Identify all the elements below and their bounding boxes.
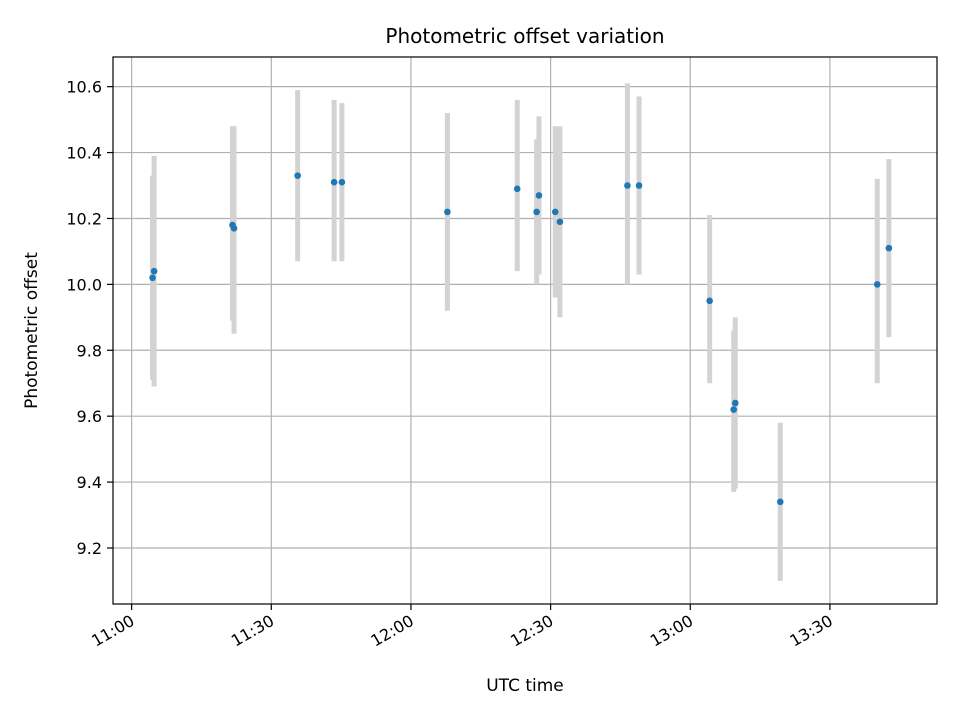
y-tick-label: 10.2 [66, 209, 102, 228]
y-tick-label: 9.4 [77, 473, 102, 492]
data-point [706, 297, 713, 305]
data-point [330, 178, 338, 186]
y-tick-label: 9.8 [77, 341, 102, 360]
data-point [513, 185, 521, 193]
data-point [338, 178, 346, 186]
y-axis-title: Photometric offset [22, 252, 42, 409]
y-tick-label: 10.4 [66, 144, 102, 163]
y-tick-label: 9.6 [77, 407, 102, 426]
data-point [551, 208, 559, 216]
data-point [294, 172, 301, 179]
data-points [149, 172, 893, 506]
y-tick-label: 10.0 [66, 275, 102, 294]
x-axis-title: UTC time [486, 676, 564, 696]
data-point [635, 182, 643, 189]
data-point [731, 399, 739, 407]
y-tick-label: 10.6 [66, 78, 102, 97]
data-point [776, 498, 784, 506]
data-point [149, 274, 156, 282]
data-point [885, 244, 893, 252]
data-point [624, 182, 631, 189]
y-tick-label: 9.2 [77, 539, 102, 558]
plot-area-frame [112, 56, 938, 605]
data-point [730, 406, 738, 413]
data-point [533, 208, 540, 216]
data-point [535, 192, 543, 199]
data-point [444, 208, 451, 216]
data-point [873, 281, 881, 288]
data-point [150, 267, 158, 275]
data-point [556, 218, 564, 226]
grid-lines [113, 57, 937, 604]
data-point [230, 225, 238, 232]
y-axis-ticks: 9.2 9.4 9.6 9.8 10.0 10.2 10.4 10.6 [66, 78, 113, 558]
chart-title: Photometric offset variation [385, 24, 664, 48]
